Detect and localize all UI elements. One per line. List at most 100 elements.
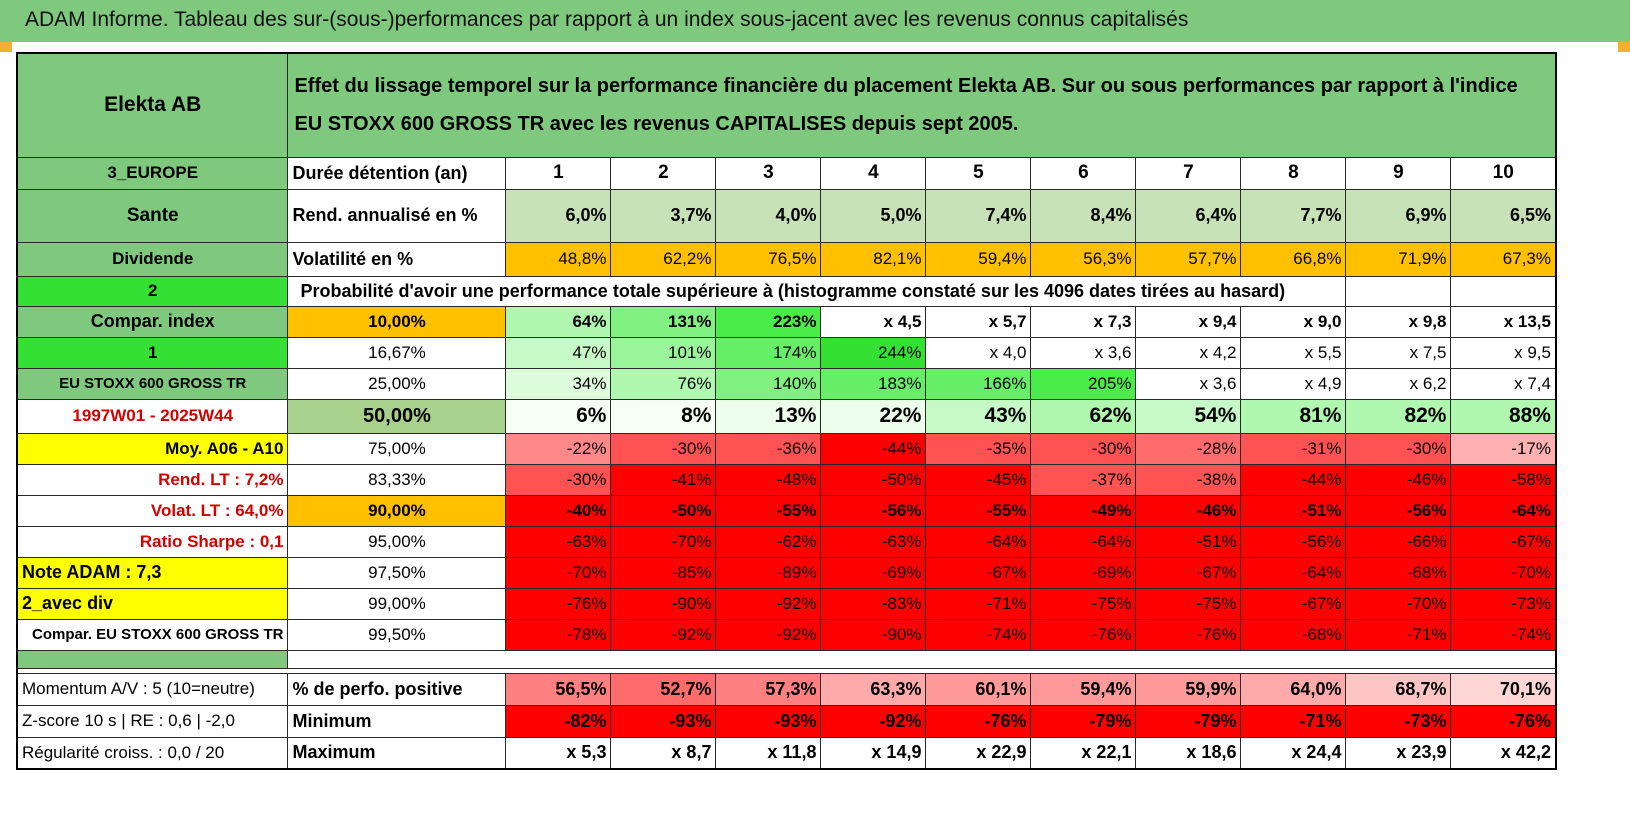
quantile-cell: -83% [820,587,927,620]
quantile-cell: x 5,7 [925,305,1032,338]
quantile-cell: 88% [1450,398,1557,434]
quantile-cell: 8% [610,398,717,434]
quantile-cell: -30% [1345,432,1452,465]
max-cell: x 22,9 [925,736,1032,770]
quantile-pct: 16,67% [287,336,507,369]
quantile-pct: 99,00% [287,587,507,620]
quantile-row: Moy. A06 - A10 75,00% -22% -30% -36% -44% -35%… [16,432,1557,465]
year-header: 10 [1450,156,1557,190]
pos-row: Momentum A/V : 5 (10=neutre)% de perfo. … [16,672,1557,706]
vol-cell: 71,9% [1345,241,1452,277]
vol-cell: 56,3% [1030,241,1137,277]
quantile-cell: x 4,9 [1240,367,1347,400]
quantile-row: 2_avec div 99,00% -76% -90% -92% -83% -71% -75%… [16,587,1557,620]
left-label-rend-lt: Rend. LT : 7,2% [16,463,289,496]
min-row: Z-score 10 s | RE : 0,6 | -2,0 Minimum -82… [16,704,1557,738]
rend-row: Sante Rend. annualisé en % 6,0% 3,7% 4,0% 5,0… [16,188,1557,243]
regularite-label: Régularité croiss. : 0,0 / 20 [16,736,289,770]
min-cell: -76% [1450,704,1557,738]
quantile-pct: 75,00% [287,432,507,465]
quantile-pct: 50,00% [287,398,507,434]
quantile-cell: 81% [1240,398,1347,434]
quantile-cell: -50% [820,463,927,496]
rend-cell: 6,9% [1345,188,1452,243]
quantile-cell: -44% [1240,463,1347,496]
quantile-cell: -67% [1240,587,1347,620]
rend-cell: 4,0% [715,188,822,243]
left-label-compar-full: Compar. EU STOXX 600 GROSS TR [16,618,289,651]
quantile-cell: x 4,2 [1135,336,1242,369]
quantile-cell: 62% [1030,398,1137,434]
pos-cell: 52,7% [610,672,717,706]
left-label-moy: Moy. A06 - A10 [16,432,289,465]
quantile-cell: -64% [1030,525,1137,558]
quantile-cell: 244% [820,336,927,369]
quantile-row: 1997W01 - 2025W44 50,00% 6% 8% 13% 22% 43% 62% 5… [16,398,1557,434]
pos-cell: 63,3% [820,672,927,706]
quantile-pct: 90,00% [287,494,507,527]
blank-cell [1450,275,1557,307]
sector-label: Sante [16,188,289,243]
quantile-cell: x 7,4 [1450,367,1557,400]
quantile-cell: -90% [820,618,927,651]
quantile-cell: -92% [610,618,717,651]
quantile-cell: -63% [505,525,612,558]
vol-cell: 82,1% [820,241,927,277]
quantile-cell: 82% [1345,398,1452,434]
year-header: 7 [1135,156,1242,190]
rend-cell: 6,0% [505,188,612,243]
max-cell: x 5,3 [505,736,612,770]
left-label-compar-index: Compar. index [16,305,289,338]
years-row: 3_EUROPE Durée détention (an) 1 2 3 4 5 6 7 8 9 10 [16,156,1557,190]
quantile-cell: -76% [1030,618,1137,651]
max-cell: x 24,4 [1240,736,1347,770]
quantile-row: Compar. EU STOXX 600 GROSS TR 99,50% -78% -… [16,618,1557,651]
quantile-cell: -67% [925,556,1032,589]
quantile-cell: -74% [925,618,1032,651]
quantile-cell: -76% [505,587,612,620]
pos-cell: 59,4% [1030,672,1137,706]
proba-caption: Probabilité d'avoir une performance tota… [287,275,1346,307]
quantile-cell: x 9,4 [1135,305,1242,338]
quantile-cell: -48% [715,463,822,496]
dividend-label: Dividende [16,241,289,277]
quantile-cell: -78% [505,618,612,651]
min-label: Minimum [287,704,507,738]
quantile-cell: 43% [925,398,1032,434]
quantile-row: EU STOXX 600 GROSS TR 25,00% 34% 76% 140% 183… [16,367,1557,400]
pos-label: % de perfo. positive [287,672,507,706]
quantile-cell: -75% [1135,587,1242,620]
max-label: Maximum [287,736,507,770]
quantile-cell: -70% [505,556,612,589]
spacer-row [16,649,1557,669]
quantile-cell: -22% [505,432,612,465]
quantile-row: Note ADAM : 7,3 97,50% -70% -85% -89% -69% -67… [16,556,1557,589]
quantile-pct: 10,00% [287,305,507,338]
year-header: 8 [1240,156,1347,190]
title-bar [0,0,1630,42]
quantile-cell: 64% [505,305,612,338]
quantile-cell: x 5,5 [1240,336,1347,369]
quantile-cell: -30% [610,432,717,465]
quantile-cell: 174% [715,336,822,369]
quantile-cell: -70% [1345,587,1452,620]
min-cell: -73% [1345,704,1452,738]
quantile-cell: x 4,5 [820,305,927,338]
quantile-cell: -70% [610,525,717,558]
duree-label: Durée détention (an) [287,156,507,190]
min-cell: -76% [925,704,1032,738]
pos-cell: 59,9% [1135,672,1242,706]
quantile-cell: -49% [1030,494,1137,527]
quantile-cell: -55% [715,494,822,527]
vol-cell: 76,5% [715,241,822,277]
quantile-cell: -69% [1030,556,1137,589]
quantile-cell: -44% [820,432,927,465]
rend-cell: 7,4% [925,188,1032,243]
min-cell: -71% [1240,704,1347,738]
vol-cell: 62,2% [610,241,717,277]
vol-cell: 57,7% [1135,241,1242,277]
quantile-cell: -64% [1240,556,1347,589]
quantile-cell: -30% [505,463,612,496]
min-cell: -93% [715,704,822,738]
quantile-cell: -74% [1450,618,1557,651]
